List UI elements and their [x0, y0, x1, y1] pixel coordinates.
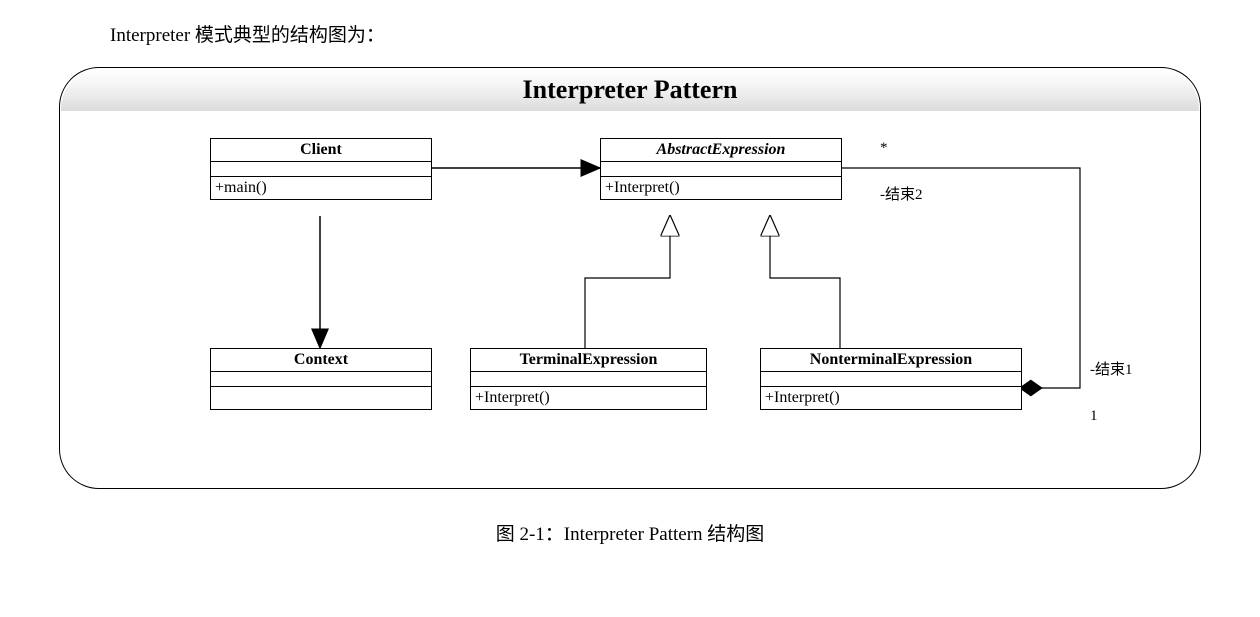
class-abstractexpression-attrs — [601, 162, 841, 177]
label-one: 1 — [1090, 408, 1098, 425]
class-terminalexpression-attrs — [471, 372, 706, 387]
intro-text: Interpreter 模式典型的结构图为： — [110, 20, 1220, 47]
class-client-name: Client — [211, 139, 431, 162]
class-nonterminalexpression-attrs — [761, 372, 1021, 387]
class-nonterminalexpression-ops: +Interpret() — [761, 387, 1021, 409]
class-abstractexpression-ops: +Interpret() — [601, 177, 841, 199]
class-nonterminalexpression: NonterminalExpression +Interpret() — [760, 348, 1022, 410]
class-terminalexpression: TerminalExpression +Interpret() — [470, 348, 707, 410]
class-client: Client +main() — [210, 138, 432, 200]
diagram-title: Interpreter Pattern — [61, 69, 1199, 111]
class-context-attrs — [211, 372, 431, 387]
figure-caption: 图 2-1：Interpreter Pattern 结构图 — [40, 519, 1220, 546]
class-nonterminalexpression-name: NonterminalExpression — [761, 349, 1021, 372]
label-end1: -结束1 — [1090, 358, 1133, 379]
class-client-attrs — [211, 162, 431, 177]
class-abstractexpression: AbstractExpression +Interpret() — [600, 138, 842, 200]
class-client-ops: +main() — [211, 177, 431, 199]
edge-terminal-generalize — [585, 216, 670, 348]
diagram-frame: Interpreter Pattern Clie — [59, 67, 1201, 489]
label-end2: -结束2 — [880, 183, 923, 204]
connectors-layer — [60, 68, 1200, 488]
class-terminalexpression-name: TerminalExpression — [471, 349, 706, 372]
label-star: * — [880, 140, 888, 157]
class-abstractexpression-name: AbstractExpression — [601, 139, 841, 162]
class-context-name: Context — [211, 349, 431, 372]
class-terminalexpression-ops: +Interpret() — [471, 387, 706, 409]
edge-nonterm-generalize — [770, 216, 840, 348]
class-context: Context — [210, 348, 432, 410]
class-context-ops — [211, 387, 431, 409]
